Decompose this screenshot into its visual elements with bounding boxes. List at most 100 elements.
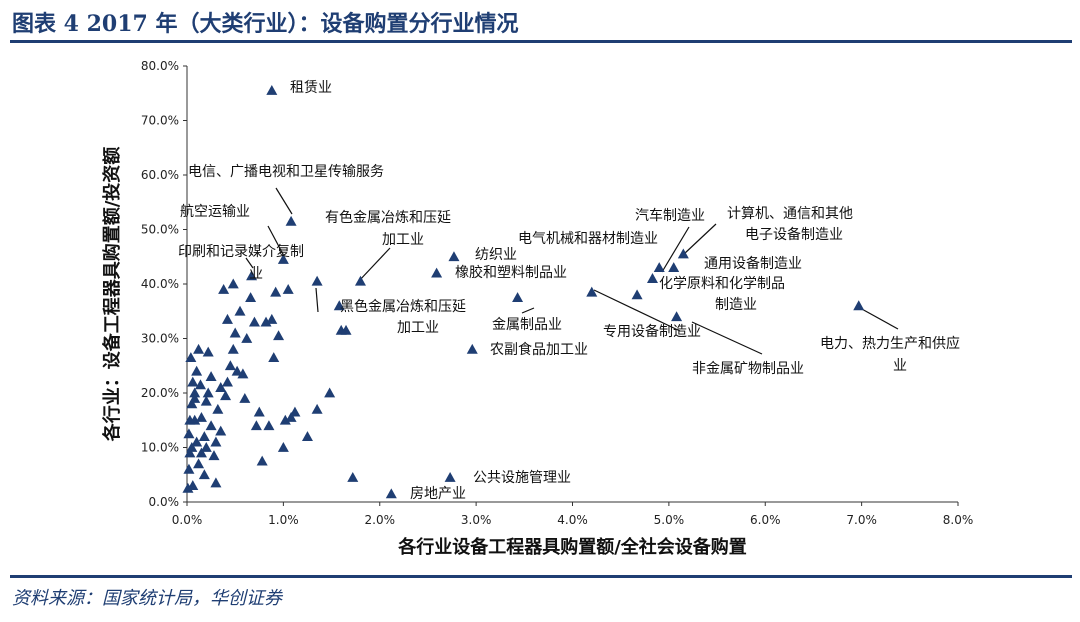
data-point — [221, 313, 233, 324]
label-leader-line — [357, 247, 391, 283]
point-label: 电气机械和器材制造业 — [518, 231, 658, 247]
data-point — [205, 371, 217, 382]
data-point-labeled — [677, 248, 689, 259]
data-point-labeled — [266, 85, 278, 95]
data-point — [347, 471, 359, 482]
x-tick-label: 1.0% — [268, 513, 299, 527]
point-label: 制造业 — [715, 297, 757, 313]
y-tick-label: 70.0% — [141, 114, 179, 128]
point-label: 黑色金属冶炼和压延 — [340, 298, 466, 315]
source-note: 资料来源：国家统计局，华创证券 — [12, 588, 282, 609]
data-point — [340, 324, 352, 335]
data-point — [289, 406, 301, 417]
data-point — [215, 382, 227, 392]
point-label: 公共设施管理业 — [473, 470, 571, 486]
data-point — [184, 447, 196, 458]
data-point — [202, 387, 214, 398]
point-label: 印刷和记录媒介复制 — [178, 243, 304, 260]
data-point — [200, 442, 212, 452]
data-point — [311, 403, 323, 414]
data-point — [270, 286, 282, 297]
data-point-labeled — [653, 262, 665, 273]
point-label: 租赁业 — [290, 80, 332, 96]
y-tick-label: 50.0% — [141, 223, 179, 237]
y-tick-label: 20.0% — [141, 386, 179, 400]
data-point — [210, 436, 222, 447]
data-point — [195, 447, 207, 458]
data-point — [263, 420, 275, 431]
point-label: 纺织业 — [475, 247, 517, 263]
data-point-labeled — [431, 267, 443, 278]
data-point — [324, 387, 336, 398]
x-axis-title: 各行业设备工程器具购置额/全社会设备购置 — [397, 536, 747, 558]
data-point — [210, 477, 222, 488]
data-point — [198, 469, 210, 480]
data-point-labeled — [444, 471, 456, 482]
scatter-chart: 0.0% 10.0% 20.0% 30.0% 40.0% 50.0% 60.0% 70.0% 8… — [101, 59, 974, 558]
data-point-labeled — [586, 286, 598, 297]
chart-points — [182, 85, 865, 499]
data-point-labeled — [466, 343, 478, 354]
data-point — [202, 346, 214, 357]
point-label: 电力、热力生产和供应 — [820, 335, 960, 352]
point-label: 农副食品加工业 — [490, 341, 588, 358]
data-point — [191, 436, 203, 447]
data-point-labeled — [512, 292, 524, 303]
data-point — [260, 316, 272, 327]
data-point — [231, 365, 243, 376]
x-tick-label: 3.0% — [461, 513, 492, 527]
data-point-labeled — [277, 253, 289, 264]
data-point — [208, 450, 220, 461]
label-leader-line — [859, 307, 899, 330]
data-point-labeled — [631, 289, 643, 300]
point-label: 橡胶和塑料制品业 — [455, 264, 567, 281]
data-point — [193, 458, 205, 469]
data-point — [182, 482, 194, 493]
data-point — [256, 455, 268, 466]
point-label: 加工业 — [397, 320, 439, 336]
label-leader-line — [521, 307, 535, 314]
data-point — [198, 431, 210, 441]
point-label: 非金属矿物制品业 — [692, 361, 804, 377]
data-point — [224, 360, 236, 371]
data-point — [237, 368, 249, 379]
point-label: 化学原料和化学制品 — [659, 276, 785, 292]
data-point — [234, 305, 246, 316]
x-tick-label: 6.0% — [750, 513, 781, 527]
data-point-labeled — [354, 275, 366, 286]
data-point — [268, 352, 280, 362]
y-tick-label: 80.0% — [141, 59, 179, 73]
data-point — [191, 365, 203, 376]
data-point — [183, 463, 195, 474]
y-tick-label: 40.0% — [141, 277, 179, 291]
data-point — [221, 376, 233, 387]
data-point-labeled — [671, 311, 683, 322]
label-leader-line — [661, 226, 690, 273]
label-leader-line — [683, 223, 717, 255]
data-point — [185, 352, 197, 362]
point-label: 汽车制造业 — [635, 207, 705, 224]
point-label: 有色金属冶炼和压延 — [325, 209, 451, 226]
data-point — [248, 316, 260, 327]
data-point — [187, 480, 199, 491]
point-label: 航空运输业 — [180, 204, 250, 220]
data-point-labeled — [246, 270, 258, 281]
data-point — [200, 395, 212, 406]
data-point-labeled — [311, 275, 323, 286]
point-label: 加工业 — [382, 232, 424, 248]
data-point-labeled — [448, 251, 460, 262]
data-point — [241, 333, 253, 343]
data-point — [189, 414, 201, 425]
data-point — [187, 376, 199, 387]
point-label: 电子设备制造业 — [745, 226, 843, 243]
y-tick-label: 60.0% — [141, 168, 179, 182]
x-tick-label: 5.0% — [654, 513, 685, 527]
y-tick-label: 30.0% — [141, 332, 179, 346]
data-point-labeled — [285, 215, 297, 226]
label-leader-line — [315, 287, 319, 313]
x-tick-label: 7.0% — [846, 513, 877, 527]
x-tick-label: 8.0% — [943, 513, 974, 527]
data-point — [333, 300, 345, 311]
data-point — [189, 387, 201, 398]
